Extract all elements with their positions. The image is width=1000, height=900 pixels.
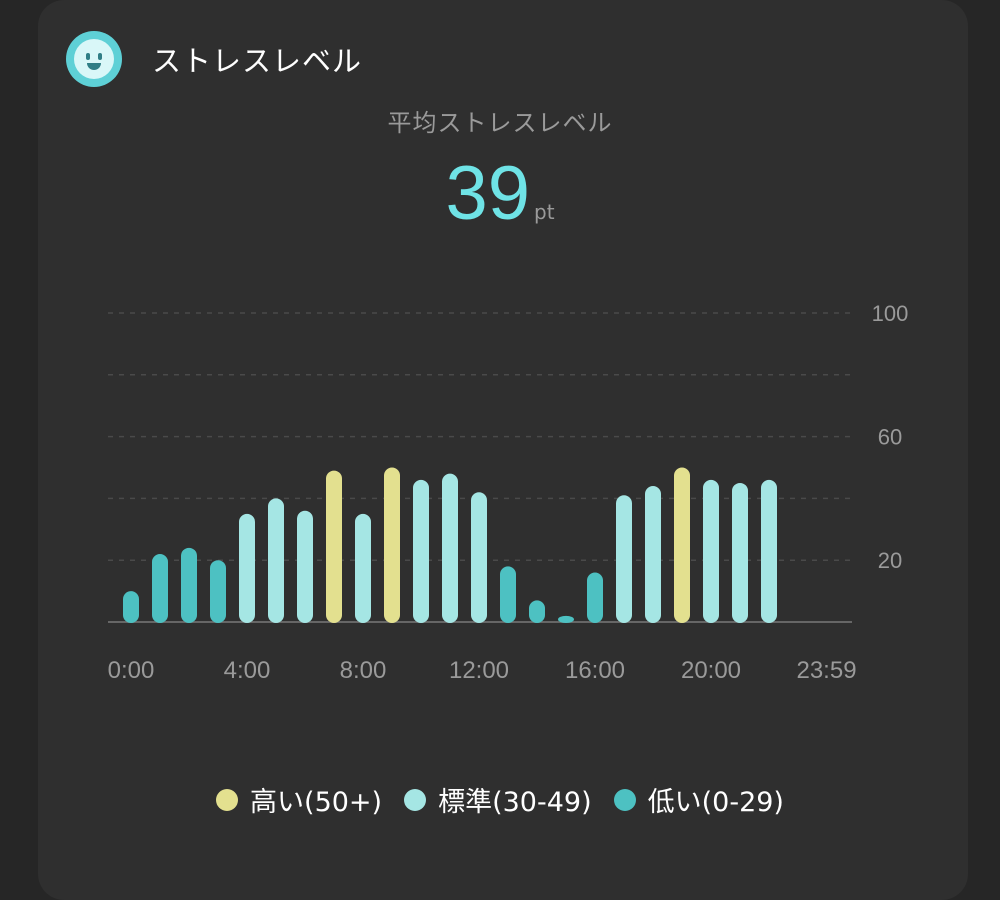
x-tick-label: 12:00	[449, 657, 509, 684]
bar	[442, 473, 458, 623]
card-title: ストレスレベル	[152, 44, 363, 78]
stress-card	[38, 0, 968, 900]
legend-swatch	[404, 788, 427, 811]
legend-item-low: 低い(0-29)	[613, 780, 784, 819]
x-tick-label: 23:59	[796, 657, 856, 684]
bar	[152, 554, 168, 623]
bar	[326, 470, 342, 623]
bar	[413, 479, 429, 623]
y-tick-label: 60	[878, 425, 902, 450]
chart-legend: 高い(50+) 標準(30-49) 低い(0-29)	[0, 780, 1000, 819]
average-value: 39	[445, 151, 530, 236]
bar	[558, 615, 574, 623]
legend-swatch	[613, 788, 636, 811]
bar	[703, 479, 719, 623]
bar	[529, 600, 545, 623]
bar	[587, 572, 603, 623]
bar	[123, 591, 139, 623]
legend-label: 標準(30-49)	[438, 787, 592, 818]
x-tick-label: 20:00	[681, 657, 741, 684]
y-tick-label: 20	[878, 548, 902, 573]
x-tick-label: 16:00	[565, 657, 625, 684]
bar	[732, 482, 748, 623]
bar	[384, 467, 400, 623]
bar	[355, 513, 371, 623]
x-tick-label: 8:00	[340, 657, 387, 684]
legend-swatch	[216, 788, 239, 811]
bar	[297, 510, 313, 623]
legend-item-normal: 標準(30-49)	[404, 780, 592, 819]
stress-bar-chart: 100 60 20 0:00 4:00 8:00 12:00 16:00 20:00 23:59	[108, 301, 909, 684]
average-readout: 39 pt	[0, 150, 1000, 237]
bar	[268, 498, 284, 623]
card-header: ストレスレベル	[66, 31, 362, 87]
smiley-face-icon	[66, 31, 122, 87]
bar	[674, 467, 690, 623]
bar	[616, 495, 632, 623]
bar	[239, 513, 255, 623]
bar	[181, 547, 197, 623]
average-label: 平均ストレスレベル	[387, 109, 613, 137]
legend-label: 高い(50+)	[250, 787, 383, 818]
bar	[500, 566, 516, 623]
bar	[761, 479, 777, 623]
x-tick-label: 0:00	[108, 657, 155, 684]
bar	[471, 492, 487, 623]
x-tick-label: 4:00	[224, 657, 271, 684]
legend-item-high: 高い(50+)	[216, 780, 382, 819]
bar	[645, 486, 661, 623]
legend-label: 低い(0-29)	[647, 787, 784, 818]
y-tick-label: 100	[872, 301, 909, 326]
average-unit: pt	[534, 200, 555, 224]
bar	[210, 560, 226, 623]
